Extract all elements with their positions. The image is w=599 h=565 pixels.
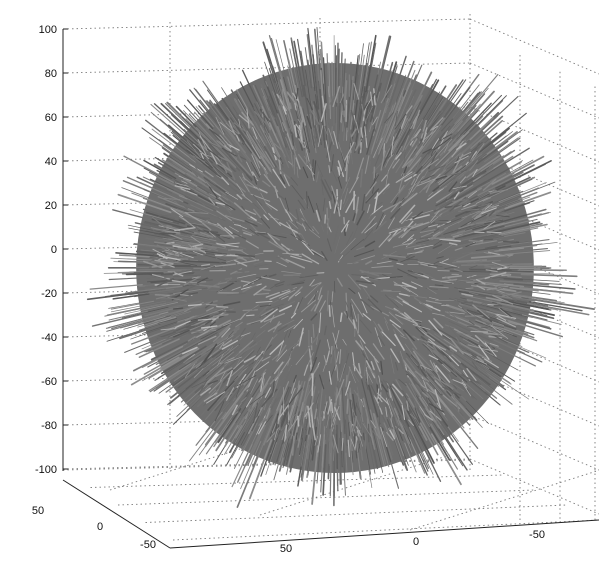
z-tick-label: -100 bbox=[35, 464, 57, 476]
surface-texture bbox=[363, 433, 364, 439]
surface-texture bbox=[384, 290, 392, 291]
z-tick-label: -40 bbox=[41, 332, 57, 344]
y-axis-ticks: 50 0 -50 bbox=[32, 505, 156, 551]
grid-line-z bbox=[63, 19, 470, 29]
surface-texture bbox=[230, 281, 240, 282]
surface-texture bbox=[312, 374, 313, 396]
surface-texture bbox=[247, 315, 254, 316]
surface-texture bbox=[174, 308, 183, 309]
surface-texture bbox=[468, 263, 483, 264]
surface-spike bbox=[518, 270, 563, 271]
surface-texture bbox=[325, 215, 326, 223]
z-tick-label: -80 bbox=[41, 420, 57, 432]
surface-texture bbox=[347, 399, 348, 413]
surface-spike bbox=[90, 285, 142, 289]
surface-texture bbox=[332, 127, 333, 134]
surface-texture bbox=[465, 302, 473, 303]
surface-spike bbox=[496, 264, 532, 265]
surface-texture bbox=[370, 273, 391, 274]
x-tick-label: 0 bbox=[413, 536, 419, 548]
surface-texture bbox=[199, 218, 209, 219]
surface-texture bbox=[302, 419, 303, 428]
surface-spike bbox=[169, 266, 222, 267]
surface-texture bbox=[332, 403, 333, 413]
surface-spike bbox=[338, 49, 339, 86]
z-tick-label: 20 bbox=[45, 200, 57, 212]
z-tick-label: 80 bbox=[45, 68, 57, 80]
floor-grid-line bbox=[118, 490, 535, 505]
z-tick-label: -60 bbox=[41, 376, 57, 388]
x-tick-label: -50 bbox=[529, 529, 545, 541]
spiky-sphere-surface bbox=[88, 28, 594, 508]
floor-grid-line bbox=[146, 505, 567, 523]
surface-texture bbox=[232, 250, 241, 251]
z-tick-label: 0 bbox=[51, 244, 57, 256]
surface-spike bbox=[332, 62, 333, 98]
surface-texture bbox=[277, 257, 283, 258]
grid-line-z-side bbox=[470, 63, 599, 118]
surface-texture bbox=[331, 346, 332, 354]
z-tick-label: 100 bbox=[39, 24, 57, 36]
surface-texture bbox=[263, 290, 270, 291]
surface-texture bbox=[361, 402, 362, 415]
z-tick-label: 60 bbox=[45, 112, 57, 124]
x-tick-label: 50 bbox=[280, 543, 292, 555]
x-axis-ticks: 50 0 -50 bbox=[280, 529, 545, 555]
surface-texture bbox=[189, 305, 202, 306]
surface-spike bbox=[338, 107, 339, 146]
surface-texture bbox=[298, 416, 299, 426]
grid-line-z-side bbox=[470, 19, 599, 74]
y-tick-label: 0 bbox=[97, 521, 103, 533]
z-tick-label: 40 bbox=[45, 156, 57, 168]
surface-texture bbox=[330, 436, 331, 452]
surface-texture bbox=[339, 168, 340, 176]
floor-grid-line bbox=[410, 470, 599, 530]
y-axis-line bbox=[63, 480, 170, 548]
grid-line-z-side bbox=[470, 459, 599, 514]
surface-texture bbox=[347, 128, 348, 140]
surface-texture bbox=[217, 307, 228, 308]
y-tick-label: -50 bbox=[140, 539, 156, 551]
surface-texture bbox=[328, 219, 329, 228]
surface-texture bbox=[471, 331, 488, 332]
surface-texture bbox=[165, 277, 173, 278]
surface-texture bbox=[157, 338, 176, 339]
surface-spike bbox=[109, 302, 144, 308]
z-tick-label: -20 bbox=[41, 288, 57, 300]
surface-texture bbox=[341, 313, 342, 321]
surface-texture bbox=[484, 239, 492, 240]
y-tick-label: 50 bbox=[32, 505, 44, 517]
surface-texture bbox=[345, 229, 346, 236]
surface-texture bbox=[358, 314, 359, 333]
grid-line-z-side bbox=[470, 415, 599, 470]
surface-texture bbox=[329, 306, 330, 317]
